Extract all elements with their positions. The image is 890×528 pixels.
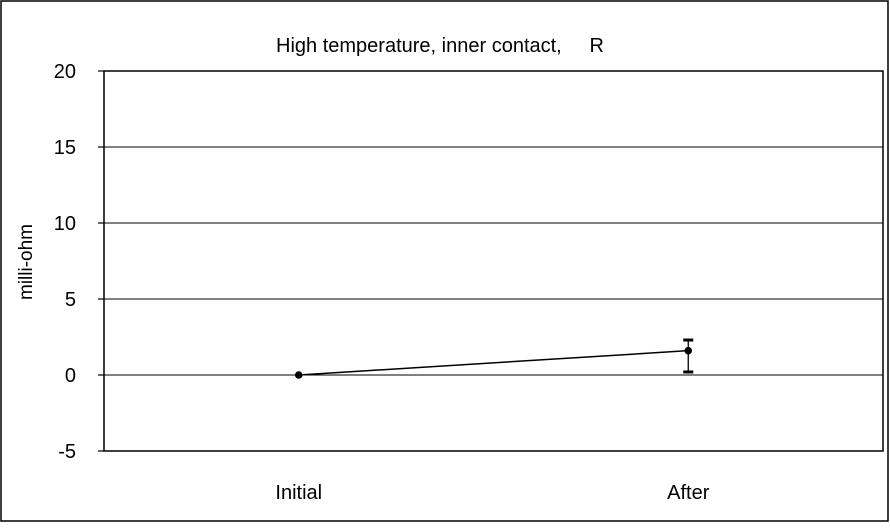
data-point xyxy=(684,346,693,355)
y-tick-label: 5 xyxy=(65,289,76,311)
y-tick-label: 10 xyxy=(54,213,76,235)
x-tick-labels: Initial After xyxy=(275,482,709,504)
x-tick-label: Initial xyxy=(275,482,322,504)
series-group xyxy=(294,338,694,379)
y-tick-labels: -5 0 5 10 15 20 xyxy=(54,61,76,463)
series-line xyxy=(298,349,689,376)
plot-frame xyxy=(103,70,884,452)
data-point xyxy=(294,371,303,379)
y-tick-label: 0 xyxy=(65,365,76,387)
y-tick-label: 20 xyxy=(54,61,76,83)
x-tick-label: After xyxy=(667,482,710,504)
chart-title: High temperature, inner contact, R xyxy=(276,35,604,57)
y-tick-label: 15 xyxy=(54,137,76,159)
y-tick-label: -5 xyxy=(58,441,76,463)
y-axis-label: milli-ohm xyxy=(16,224,37,300)
